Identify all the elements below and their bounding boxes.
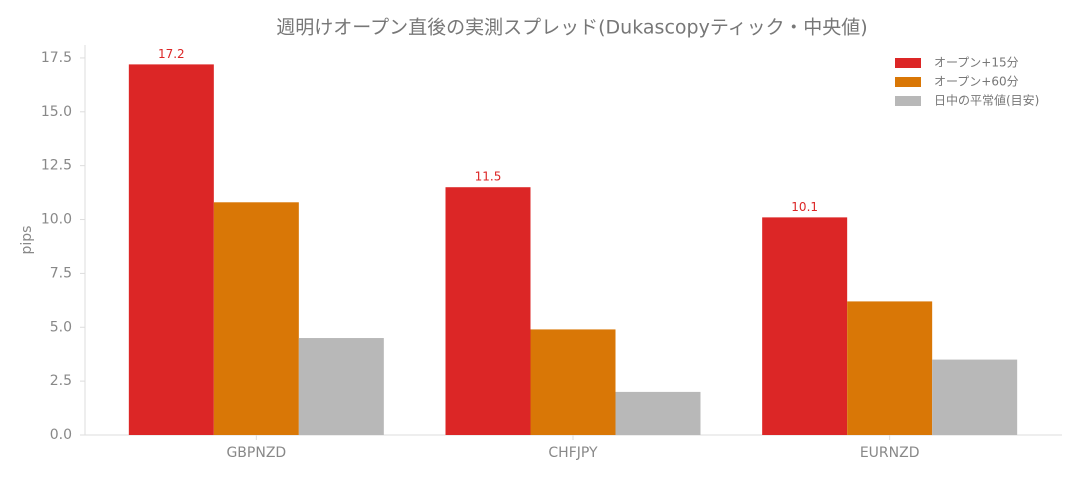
legend-label: 日中の平常値(目安)	[934, 93, 1039, 108]
value-label: 17.2	[158, 47, 185, 61]
y-tick-label: 10.0	[41, 212, 72, 228]
legend-label: オープン+60分	[934, 75, 1019, 89]
chart-title: 週明けオープン直後の実測スプレッド(Dukascopyティック・中央値)	[276, 17, 867, 39]
y-tick-label: 17.5	[41, 50, 72, 66]
y-tick-label: 15.0	[41, 104, 72, 120]
legend-swatch	[895, 96, 921, 106]
bar	[298, 338, 384, 435]
bar	[530, 329, 616, 435]
bar	[615, 391, 701, 435]
y-tick-label: 2.5	[50, 373, 72, 389]
legend-swatch	[895, 77, 921, 87]
y-tick-label: 12.5	[41, 158, 72, 174]
bar	[213, 202, 299, 435]
x-tick-label: EURNZD	[860, 445, 920, 461]
value-label: 10.1	[791, 200, 818, 214]
bar	[445, 187, 531, 435]
y-tick-label: 5.0	[50, 319, 72, 335]
y-axis-label: pips	[19, 226, 35, 255]
value-label: 11.5	[475, 170, 502, 184]
x-tick-label: GBPNZD	[226, 445, 286, 461]
x-tick-label: CHFJPY	[548, 445, 598, 461]
y-tick-label: 7.5	[50, 265, 72, 281]
legend-label: オープン+15分	[934, 56, 1019, 70]
bar	[932, 359, 1018, 435]
bar	[128, 64, 214, 435]
y-tick-label: 0.0	[50, 427, 72, 443]
bar	[762, 217, 848, 435]
legend-swatch	[895, 58, 921, 68]
bar	[847, 301, 933, 435]
